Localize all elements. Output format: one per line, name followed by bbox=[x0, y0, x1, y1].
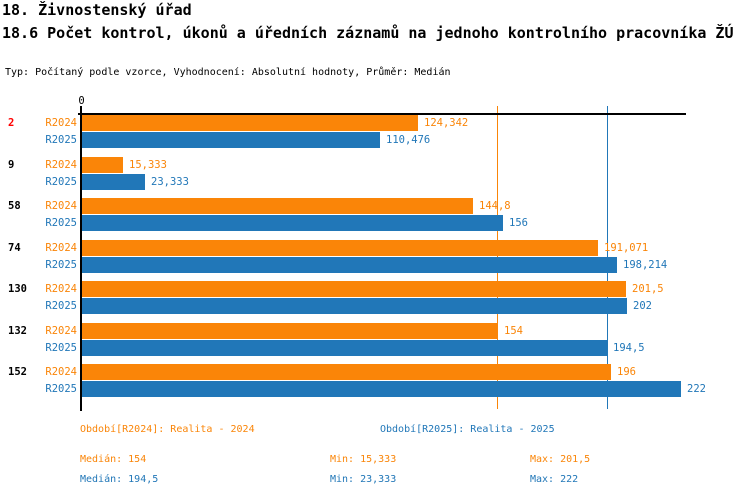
bar-r2024 bbox=[82, 240, 598, 256]
value-label-r2024: 154 bbox=[504, 325, 523, 337]
page-title: 18. Živnostenský úřad bbox=[2, 1, 192, 19]
series-label-r2025: R2025 bbox=[45, 342, 77, 354]
category-label: 58 bbox=[8, 200, 21, 212]
legend-r2024: Období[R2024]: Realita - 2024 bbox=[80, 424, 255, 435]
category-label: 9 bbox=[8, 159, 15, 171]
bar-r2025 bbox=[82, 174, 145, 190]
value-label-r2024: 144,8 bbox=[479, 200, 511, 212]
value-label-r2024: 201,5 bbox=[632, 283, 664, 295]
stat-max-r2024: Max: 201,5 bbox=[530, 454, 591, 465]
series-label-r2025: R2025 bbox=[45, 300, 77, 312]
bar-r2025 bbox=[82, 257, 617, 273]
series-label-r2024: R2024 bbox=[45, 200, 77, 212]
series-label-r2025: R2025 bbox=[45, 259, 77, 271]
stat-min-r2025: Min: 23,333 bbox=[330, 474, 397, 485]
bar-r2025 bbox=[82, 132, 380, 148]
value-label-r2025: 23,333 bbox=[151, 176, 189, 188]
value-label-r2025: 156 bbox=[509, 217, 528, 229]
series-label-r2025: R2025 bbox=[45, 217, 77, 229]
value-label-r2025: 110,476 bbox=[386, 134, 431, 146]
series-label-r2024: R2024 bbox=[45, 366, 77, 378]
legend-r2025: Období[R2025]: Realita - 2025 bbox=[380, 424, 555, 435]
stat-max-r2025: Max: 222 bbox=[530, 474, 579, 485]
bar-r2024 bbox=[82, 115, 418, 131]
category-label: 130 bbox=[8, 283, 27, 295]
category-label: 74 bbox=[8, 242, 21, 254]
x-axis-zero-label: 0 bbox=[78, 95, 85, 107]
series-label-r2024: R2024 bbox=[45, 117, 77, 129]
stat-median-r2025: Medián: 194,5 bbox=[80, 474, 159, 485]
series-label-r2025: R2025 bbox=[45, 134, 77, 146]
value-label-r2025: 222 bbox=[687, 383, 706, 395]
value-label-r2025: 202 bbox=[633, 300, 652, 312]
y-axis-line bbox=[80, 106, 82, 411]
bar-r2025 bbox=[82, 215, 503, 231]
series-label-r2024: R2024 bbox=[45, 325, 77, 337]
bar-r2025 bbox=[82, 340, 607, 356]
series-label-r2025: R2025 bbox=[45, 383, 77, 395]
value-label-r2024: 196 bbox=[617, 366, 636, 378]
bar-r2024 bbox=[82, 364, 611, 380]
value-label-r2024: 191,071 bbox=[604, 242, 649, 254]
page-subtitle: 18.6 Počet kontrol, úkonů a úředních záz… bbox=[2, 24, 734, 42]
category-label: 132 bbox=[8, 325, 27, 337]
bar-r2024 bbox=[82, 198, 473, 214]
bar-r2024 bbox=[82, 281, 626, 297]
bar-r2025 bbox=[82, 381, 681, 397]
value-label-r2025: 194,5 bbox=[613, 342, 645, 354]
series-label-r2024: R2024 bbox=[45, 242, 77, 254]
bar-r2024 bbox=[82, 157, 123, 173]
stat-median-r2024: Medián: 154 bbox=[80, 454, 147, 465]
series-label-r2025: R2025 bbox=[45, 176, 77, 188]
stat-min-r2024: Min: 15,333 bbox=[330, 454, 397, 465]
chart-meta-line: Typ: Počítaný podle vzorce, Vyhodnocení:… bbox=[5, 67, 451, 78]
value-label-r2024: 124,342 bbox=[424, 117, 469, 129]
category-label: 152 bbox=[8, 366, 27, 378]
value-label-r2024: 15,333 bbox=[129, 159, 167, 171]
series-label-r2024: R2024 bbox=[45, 159, 77, 171]
value-label-r2025: 198,214 bbox=[623, 259, 668, 271]
bar-r2025 bbox=[82, 298, 627, 314]
series-label-r2024: R2024 bbox=[45, 283, 77, 295]
x-axis-line bbox=[78, 113, 686, 115]
bar-r2024 bbox=[82, 323, 498, 339]
category-label: 2 bbox=[8, 117, 15, 129]
